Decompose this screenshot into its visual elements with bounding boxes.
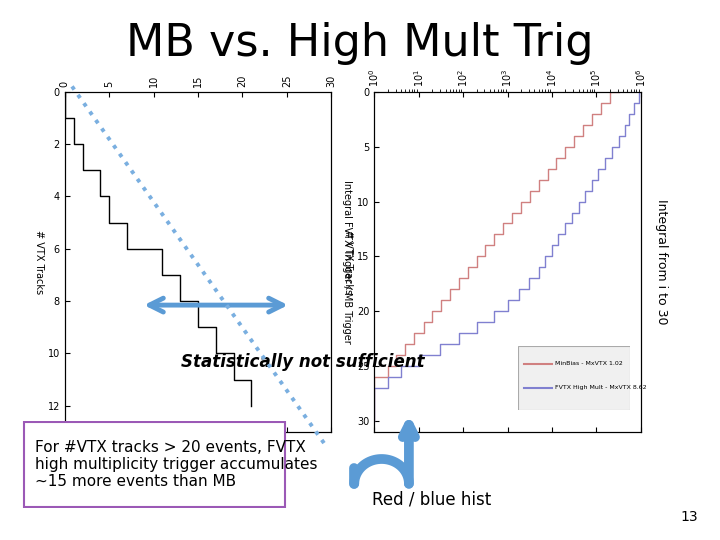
Y-axis label: # VTX Tracks: # VTX Tracks bbox=[343, 230, 353, 294]
Text: 13: 13 bbox=[681, 510, 698, 524]
Text: For #VTX tracks > 20 events, FVTX
high multiplicity trigger accumulates
~15 more: For #VTX tracks > 20 events, FVTX high m… bbox=[35, 440, 318, 489]
Text: FVTX High Mult - MxVTX 8.62: FVTX High Mult - MxVTX 8.62 bbox=[555, 385, 647, 390]
Text: Statistically not sufficient: Statistically not sufficient bbox=[181, 353, 424, 371]
Text: MinBias - MxVTX 1.02: MinBias - MxVTX 1.02 bbox=[555, 361, 623, 366]
Text: MB vs. High Mult Trig: MB vs. High Mult Trig bbox=[126, 22, 594, 65]
FancyBboxPatch shape bbox=[24, 422, 285, 507]
Text: Red / blue hist: Red / blue hist bbox=[372, 490, 492, 509]
Y-axis label: # VTX Tracks: # VTX Tracks bbox=[34, 230, 44, 294]
FancyBboxPatch shape bbox=[518, 346, 630, 410]
Y-axis label: Integral FVTX Trigger / MB Trigger: Integral FVTX Trigger / MB Trigger bbox=[342, 180, 352, 344]
Y-axis label: Integral from i to 30: Integral from i to 30 bbox=[654, 199, 667, 325]
